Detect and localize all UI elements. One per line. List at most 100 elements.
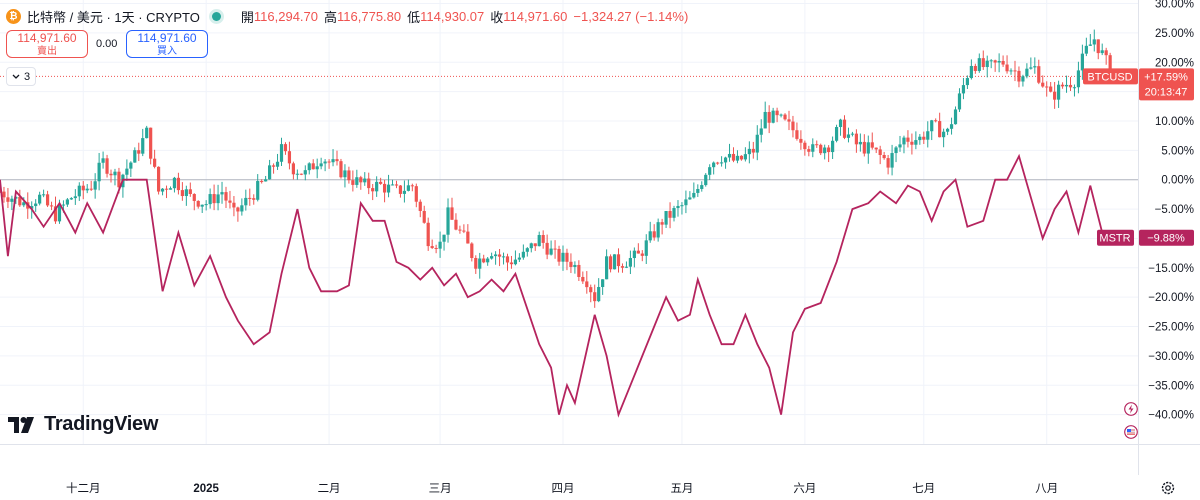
candle-body: [271, 165, 276, 167]
candle-body: [529, 243, 533, 249]
candle-body: [1001, 60, 1005, 65]
candle-body: [961, 85, 966, 94]
candle-body: [493, 254, 498, 257]
candle-body: [156, 166, 161, 192]
candle-body: [882, 155, 886, 159]
candle-body: [371, 188, 375, 192]
candle-body: [719, 162, 724, 164]
candle-body: [212, 194, 216, 204]
indicators-toggle[interactable]: 3: [6, 67, 36, 86]
candle-body: [1068, 84, 1073, 88]
candle-body: [680, 205, 684, 207]
candle-body: [1005, 64, 1009, 72]
candle-body: [942, 131, 946, 138]
sell-price: 114,971.60: [17, 31, 77, 45]
candle-body: [517, 257, 521, 260]
candle-body: [834, 127, 839, 141]
x-tick-label: 六月: [793, 482, 816, 495]
tradingview-logo[interactable]: TradingView: [8, 413, 158, 436]
candle-body: [914, 140, 918, 145]
candle-body: [704, 174, 708, 186]
ohlc-high-value: 116,775.80: [337, 8, 402, 24]
candle-body: [93, 181, 97, 190]
ohlc-close-label: 收: [490, 9, 504, 25]
candle-body: [176, 177, 181, 191]
candle-body: [850, 133, 855, 135]
buy-button[interactable]: 114,971.60 買入: [126, 30, 208, 58]
candle-body: [196, 200, 200, 207]
candle-body: [386, 184, 391, 193]
candle-body: [795, 130, 799, 139]
candle-body: [838, 119, 843, 128]
candle-body: [379, 181, 383, 184]
lightning-icon[interactable]: [1124, 402, 1138, 416]
candle-body: [997, 60, 1001, 63]
candle-body: [1104, 50, 1108, 56]
candle-body: [382, 183, 387, 193]
candle-body: [541, 235, 545, 243]
sell-button[interactable]: 114,971.60 賣出: [6, 30, 88, 58]
candle-body: [149, 127, 153, 159]
candle-body: [410, 185, 414, 187]
candle-body: [331, 159, 335, 163]
candle-body: [735, 155, 740, 161]
candle-body: [363, 178, 367, 183]
candle-body: [755, 134, 759, 153]
candle-body: [870, 142, 874, 148]
candle-body: [684, 199, 688, 206]
candle-body: [533, 243, 537, 247]
candle-body: [228, 200, 232, 203]
candle-body: [763, 111, 767, 129]
candle-body: [355, 177, 359, 185]
candle-body: [30, 206, 34, 209]
gear-icon[interactable]: [1160, 480, 1176, 496]
candle-body: [608, 256, 613, 270]
candle-body: [886, 158, 890, 168]
candle-body: [1108, 55, 1112, 74]
candle-body: [664, 211, 668, 225]
candle-body: [470, 243, 474, 258]
candle-body: [866, 142, 870, 154]
candle-body: [858, 141, 862, 145]
candle-body: [628, 258, 633, 267]
candle-body: [1041, 82, 1045, 87]
candle-body: [993, 60, 997, 63]
candle-body: [430, 246, 434, 248]
y-tick-label: −5.00%: [1155, 204, 1194, 216]
time-axis: 十二月 2025 二月 三月 四月 五月 六月 七月 八月: [66, 481, 1058, 495]
candle-body: [339, 161, 343, 178]
series-badges: BTCUSD +17.59% 20:13:47 MSTR −9.88%: [1083, 68, 1194, 246]
candle-body: [42, 194, 46, 196]
candle-body: [133, 150, 137, 163]
candle-body: [109, 173, 113, 176]
candle-body: [656, 222, 660, 238]
symbol-title[interactable]: 比特幣 / 美元 · 1天 · CRYPTO: [27, 9, 200, 25]
candle-body: [945, 128, 950, 132]
candle-body: [878, 149, 882, 156]
candle-body: [660, 222, 664, 225]
candle-body: [597, 287, 601, 302]
candle-body: [589, 287, 593, 293]
candle-body: [1080, 53, 1084, 71]
candle-body: [1025, 68, 1029, 77]
btc-series-badge: [1083, 68, 1138, 85]
candle-body: [208, 194, 212, 205]
candle-body: [1033, 66, 1037, 68]
candle-body: [153, 158, 157, 167]
candle-body: [295, 173, 299, 175]
y-tick-label: 25.00%: [1155, 28, 1194, 40]
us-flag-icon[interactable]: [1124, 425, 1138, 439]
ohlc-low-value: 114,930.07: [420, 8, 485, 24]
candle-body: [521, 251, 525, 258]
candle-body: [216, 194, 220, 204]
candle-body: [775, 110, 779, 116]
x-tick-label: 十二月: [66, 481, 101, 495]
btc-candles: [0, 29, 1120, 308]
candle-body: [192, 194, 196, 201]
candle-body: [827, 147, 831, 153]
candle-body: [692, 192, 696, 198]
candle-body: [807, 149, 811, 152]
candle-body: [581, 276, 585, 282]
market-status-dot: [211, 11, 221, 21]
